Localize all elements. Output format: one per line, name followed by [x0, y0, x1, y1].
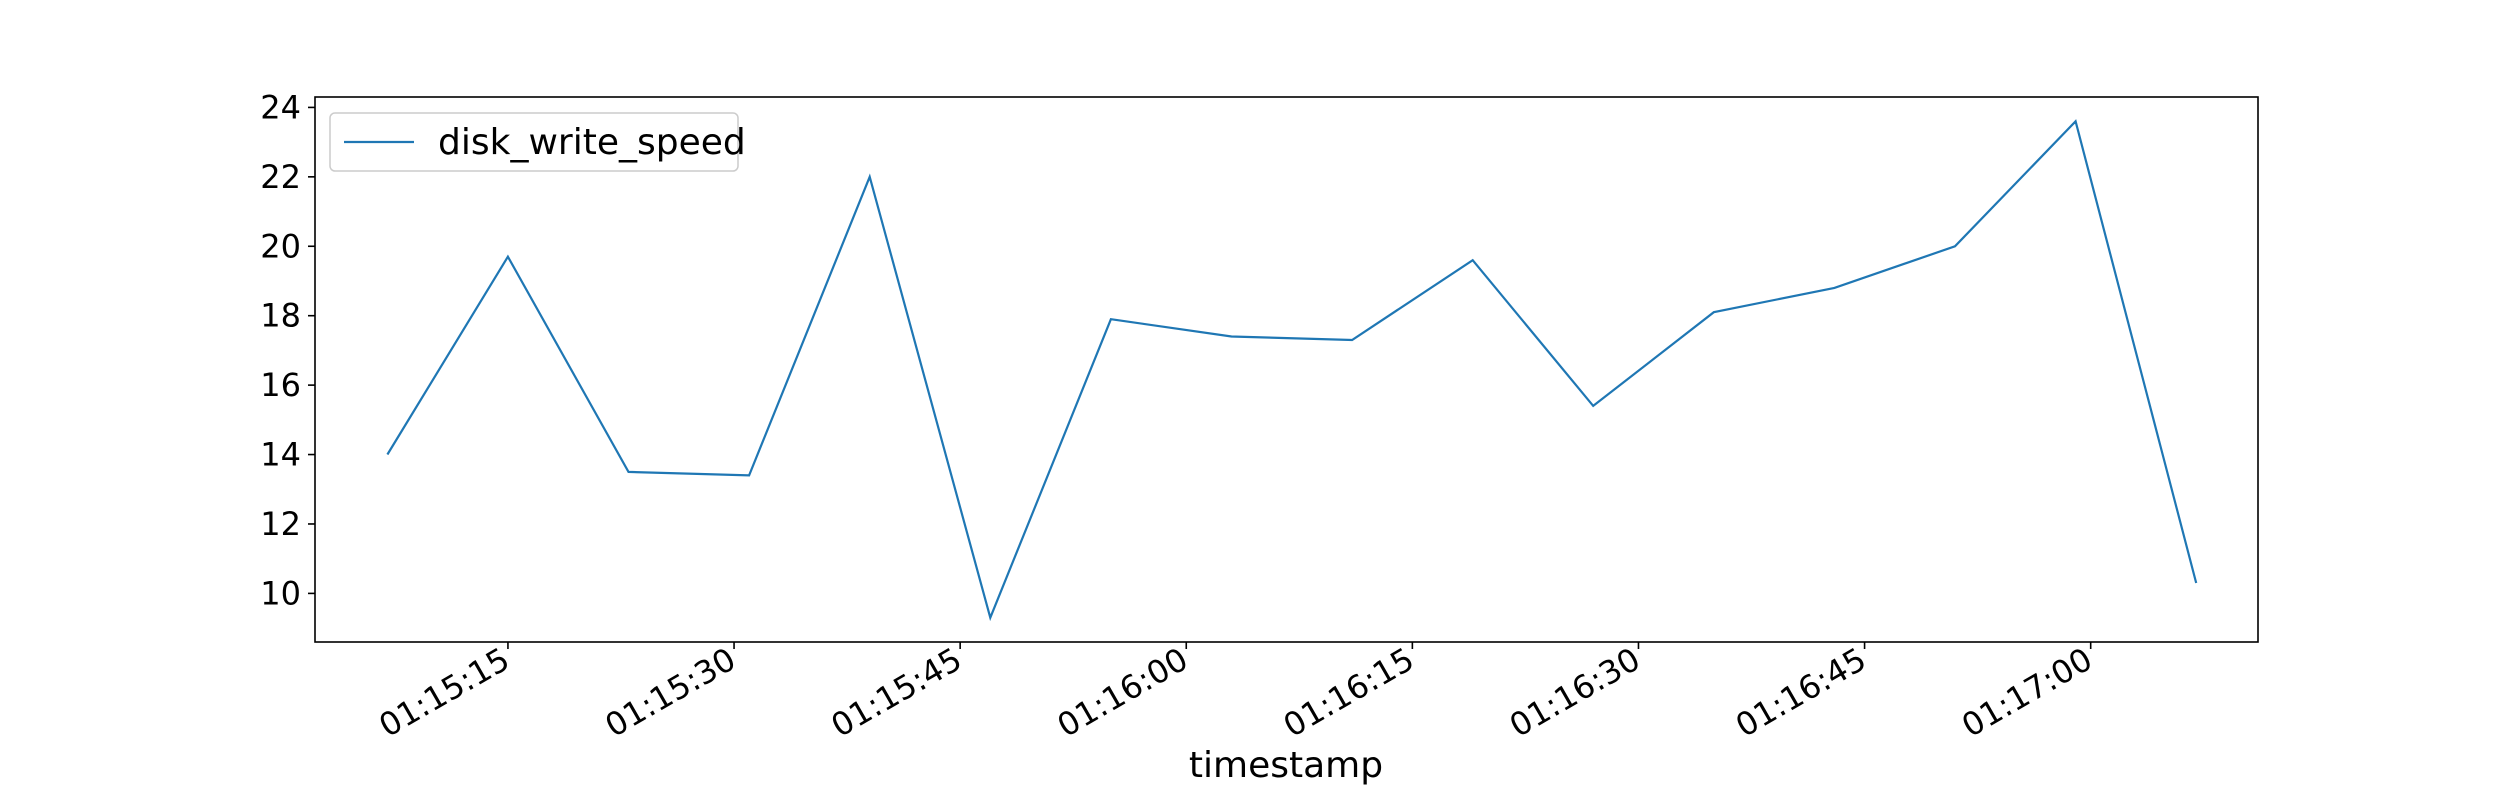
y-tick-label: 16	[260, 366, 301, 404]
legend-box	[329, 112, 739, 172]
series-line-disk_write_speed	[386, 119, 2198, 622]
x-tick-label: 01:16:15	[1277, 640, 1420, 745]
y-tick-label: 24	[260, 88, 301, 126]
y-tick-label: 12	[260, 505, 301, 543]
x-tick-label: 01:15:45	[825, 640, 968, 745]
legend: disk_write_speed	[329, 112, 746, 172]
y-tick-label: 14	[260, 436, 301, 474]
x-tick-label: 01:15:30	[599, 640, 742, 745]
y-tick-label: 10	[260, 574, 301, 612]
legend-label: disk_write_speed	[438, 122, 746, 163]
y-tick-label: 20	[260, 227, 301, 265]
x-tick-label: 01:16:45	[1729, 640, 1872, 745]
y-tick-label: 22	[260, 158, 301, 196]
plot-area	[314, 96, 2259, 643]
x-axis: 01:15:15 01:15:30 01:15:45 01:16:00 01:16:15…	[372, 640, 2098, 745]
series-layer	[386, 119, 2198, 622]
x-tick-label: 01:16:30	[1503, 640, 1646, 745]
y-axis: 10 12 14 16 18 20 22 24	[260, 88, 315, 612]
plot-frame	[314, 96, 2259, 643]
x-tick-label: 01:16:00	[1051, 640, 1194, 745]
x-tick-label: 01:17:00	[1955, 640, 2098, 745]
x-tick-label: 01:15:15	[372, 640, 515, 745]
x-axis-title: timestamp	[1189, 745, 1383, 786]
y-tick-label: 18	[260, 297, 301, 335]
